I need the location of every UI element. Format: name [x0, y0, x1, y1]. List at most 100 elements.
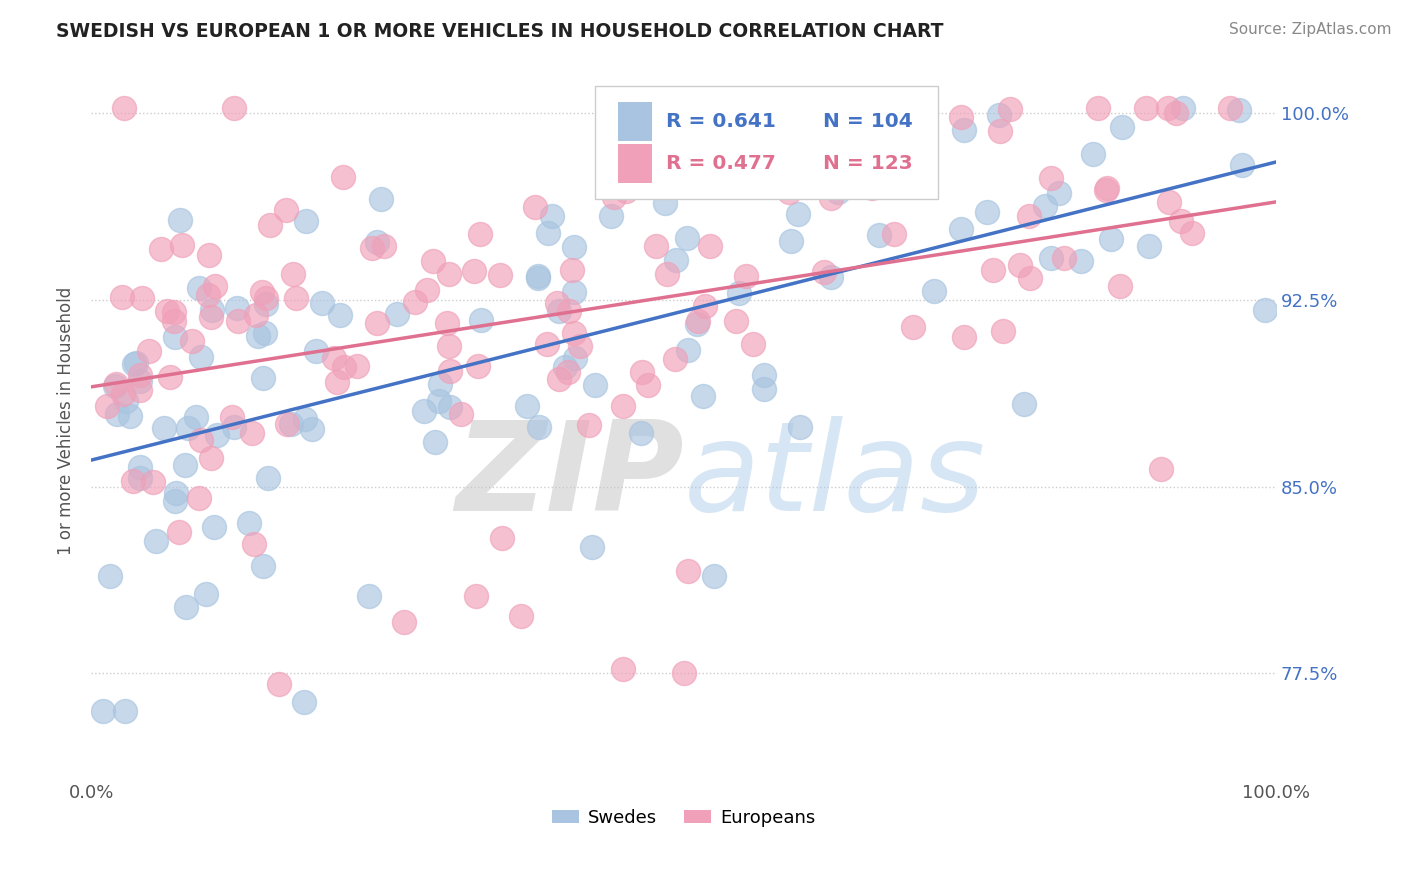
Point	[322, 351, 344, 365]
Point	[439, 401, 461, 415]
Legend: Swedes, Europeans: Swedes, Europeans	[544, 802, 823, 834]
Point	[548, 303, 571, 318]
Point	[373, 238, 395, 252]
Point	[828, 174, 851, 188]
Point	[527, 268, 550, 283]
Point	[167, 524, 190, 539]
Point	[201, 303, 224, 318]
Text: ZIP: ZIP	[454, 417, 683, 538]
Point	[197, 247, 219, 261]
Point	[1053, 251, 1076, 265]
Point	[631, 365, 654, 379]
Point	[676, 231, 699, 245]
Point	[813, 265, 835, 279]
Point	[883, 227, 905, 241]
Point	[536, 337, 558, 351]
Point	[759, 178, 782, 193]
Bar	[619, 145, 651, 183]
Point	[676, 564, 699, 578]
Bar	[619, 102, 651, 141]
Point	[332, 170, 354, 185]
Point	[735, 268, 758, 283]
Point	[463, 264, 485, 278]
Point	[129, 368, 152, 383]
Point	[311, 296, 333, 310]
Point	[276, 417, 298, 432]
Point	[516, 399, 538, 413]
Point	[163, 329, 186, 343]
Point	[1219, 101, 1241, 115]
Point	[665, 253, 688, 268]
Point	[422, 253, 444, 268]
Point	[187, 281, 209, 295]
Point	[527, 271, 550, 285]
Point	[305, 344, 328, 359]
Point	[226, 314, 249, 328]
Point	[685, 317, 707, 331]
Point	[1070, 254, 1092, 268]
Point	[252, 558, 274, 573]
Point	[664, 351, 686, 366]
Point	[187, 491, 209, 505]
Point	[115, 393, 138, 408]
Point	[439, 364, 461, 378]
Point	[295, 214, 318, 228]
Point	[488, 268, 510, 283]
Point	[655, 268, 678, 282]
Point	[202, 520, 225, 534]
Point	[1181, 226, 1204, 240]
Point	[252, 371, 274, 385]
Point	[257, 471, 280, 485]
Point	[413, 403, 436, 417]
Point	[250, 285, 273, 300]
Point	[240, 426, 263, 441]
Point	[427, 394, 450, 409]
Point	[676, 343, 699, 358]
Point	[581, 540, 603, 554]
Point	[1170, 213, 1192, 227]
Point	[510, 609, 533, 624]
Point	[91, 704, 114, 718]
Point	[105, 407, 128, 421]
Point	[695, 299, 717, 313]
Point	[741, 337, 763, 351]
Point	[429, 377, 451, 392]
Point	[922, 284, 945, 298]
Text: atlas: atlas	[683, 417, 986, 538]
Point	[190, 433, 212, 447]
Point	[1081, 147, 1104, 161]
Point	[778, 185, 800, 199]
Point	[562, 240, 585, 254]
Point	[329, 308, 352, 322]
Point	[1095, 180, 1118, 194]
Point	[733, 163, 755, 178]
Point	[138, 344, 160, 359]
Point	[125, 356, 148, 370]
Point	[464, 589, 486, 603]
Point	[1230, 158, 1253, 172]
Point	[112, 387, 135, 401]
Point	[142, 475, 165, 489]
Point	[1019, 270, 1042, 285]
Point	[243, 537, 266, 551]
Point	[225, 301, 247, 315]
Point	[1137, 239, 1160, 253]
Point	[112, 101, 135, 115]
Point	[221, 410, 243, 425]
Point	[366, 316, 388, 330]
Point	[145, 534, 167, 549]
Point	[557, 304, 579, 318]
Point	[983, 262, 1005, 277]
Point	[122, 357, 145, 371]
Point	[1109, 279, 1132, 293]
Point	[259, 219, 281, 233]
Point	[950, 110, 973, 124]
Point	[190, 351, 212, 365]
Point	[991, 324, 1014, 338]
Point	[301, 422, 323, 436]
Point	[129, 384, 152, 398]
Point	[195, 587, 218, 601]
Point	[186, 409, 208, 424]
Text: SWEDISH VS EUROPEAN 1 OR MORE VEHICLES IN HOUSEHOLD CORRELATION CHART: SWEDISH VS EUROPEAN 1 OR MORE VEHICLES I…	[56, 22, 943, 41]
Point	[254, 291, 277, 305]
